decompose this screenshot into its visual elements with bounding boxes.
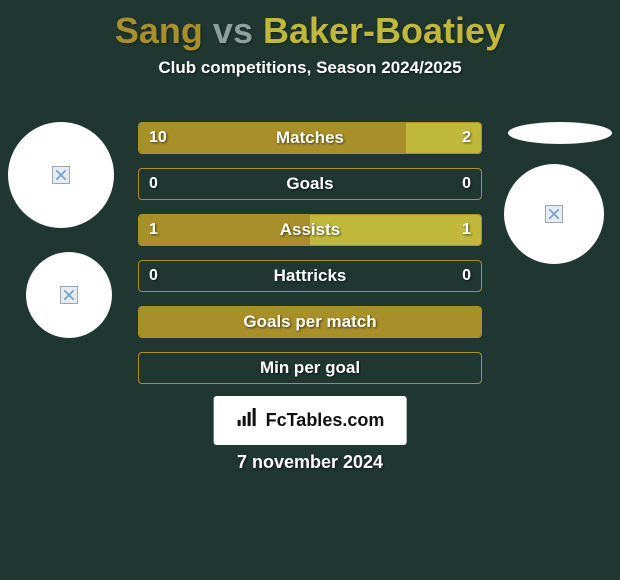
bar-label: Goals per match (139, 312, 481, 332)
comparison-title: Sang vs Baker-Boatiey (0, 0, 620, 52)
broken-image-icon (52, 166, 70, 184)
avatar-left-2 (26, 252, 112, 338)
bar-label: Assists (139, 220, 481, 240)
stat-bar-assists: Assists1 1 (138, 214, 482, 246)
avatars-left (8, 122, 114, 338)
footer-brand-text: FcTables.com (266, 410, 385, 431)
chart-icon (236, 406, 260, 435)
comparison-bars: Matches102Goals00Assists11Hattricks00Goa… (138, 122, 482, 398)
bar-value-left: 0 (149, 267, 158, 285)
bar-label: Goals (139, 174, 481, 194)
bar-value-right: 2 (462, 129, 471, 147)
stat-bar-hattricks: Hattricks0 0 (138, 260, 482, 292)
bar-value-left: 1 (149, 221, 158, 239)
stat-bar-min-per-goal: Min per goal (138, 352, 482, 384)
broken-image-icon (545, 205, 563, 223)
bar-value-left: 0 (149, 175, 158, 193)
avatar-right-1 (504, 164, 604, 264)
stat-bar-goals: Goals0 0 (138, 168, 482, 200)
stat-bar-goals-per-match: Goals per match (138, 306, 482, 338)
bar-label: Matches (139, 128, 481, 148)
bar-value-left: 10 (149, 129, 167, 147)
bar-label: Min per goal (139, 358, 481, 378)
broken-image-icon (60, 286, 78, 304)
avatar-left-1 (8, 122, 114, 228)
vs-text: vs (213, 10, 253, 51)
date-text: 7 november 2024 (0, 452, 620, 473)
bar-value-right: 0 (462, 267, 471, 285)
player1-name: Sang (115, 10, 203, 51)
avatar-right-ellipse (508, 122, 612, 144)
bar-value-right: 0 (462, 175, 471, 193)
bar-label: Hattricks (139, 266, 481, 286)
footer-brand-card: FcTables.com (214, 396, 407, 445)
avatars-right (508, 122, 612, 264)
stat-bar-matches: Matches10 2 (138, 122, 482, 154)
subtitle: Club competitions, Season 2024/2025 (0, 58, 620, 78)
player2-name: Baker-Boatiey (263, 10, 505, 51)
bar-value-right: 1 (462, 221, 471, 239)
